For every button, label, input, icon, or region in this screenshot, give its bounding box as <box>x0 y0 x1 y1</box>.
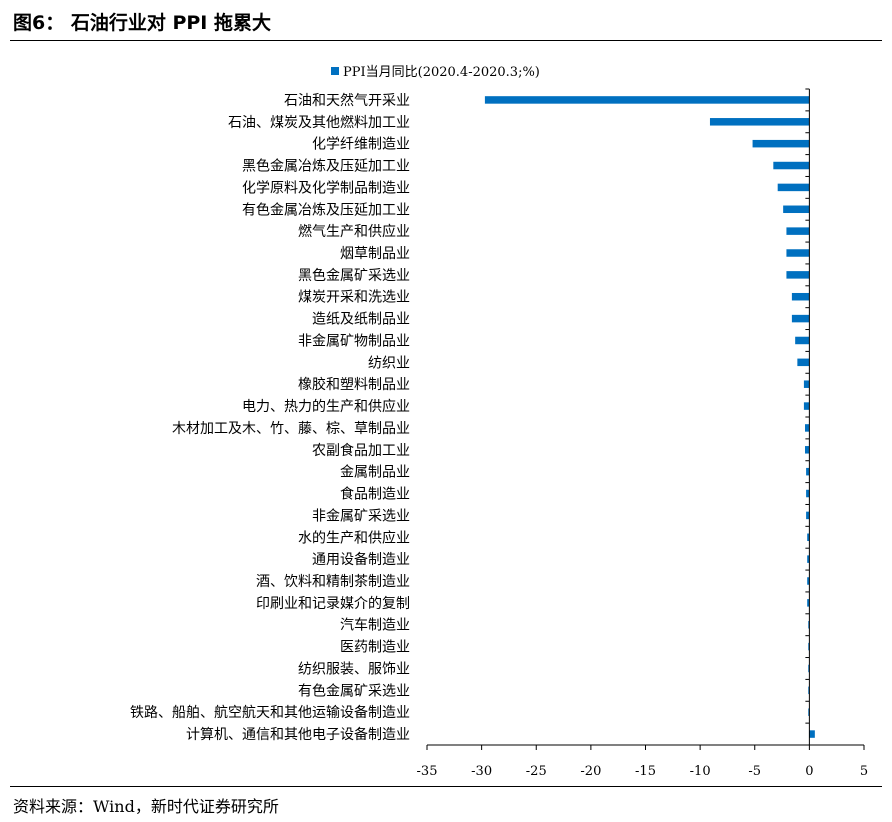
category-label: 汽车制造业 <box>340 617 410 634</box>
figure-title: 图6： 石油行业对 PPI 拖累大 <box>13 12 271 34</box>
category-label: 有色金属冶炼及压延加工业 <box>242 201 410 218</box>
category-label: 非金属矿采选业 <box>312 508 410 524</box>
bar <box>809 730 815 738</box>
category-label: 纺织服装、服饰业 <box>298 661 410 677</box>
category-label: 食品制造业 <box>340 486 410 503</box>
bar <box>806 511 810 520</box>
bar <box>484 96 810 104</box>
bar <box>786 271 810 279</box>
category-label: 黑色金属冶炼及压延加工业 <box>242 158 410 175</box>
category-label: 煤炭开采和洗选业 <box>298 290 410 306</box>
bar <box>806 489 810 498</box>
value-tick-label: 0 <box>805 764 813 779</box>
category-label: 酒、饮料和精制茶制造业 <box>256 574 410 590</box>
bar <box>752 139 810 148</box>
bar <box>808 664 810 673</box>
bar <box>777 183 810 192</box>
legend-label: PPI当月同比(2020.4-2020.3;%) <box>343 65 540 80</box>
category-label: 有色金属矿采选业 <box>298 682 410 699</box>
bar <box>808 686 810 695</box>
category-label: 计算机、通信和其他电子设备制造业 <box>186 726 410 743</box>
category-label: 印刷业和记录媒介的复制 <box>256 595 410 612</box>
category-label: 通用设备制造业 <box>312 551 410 568</box>
bar <box>803 380 810 388</box>
category-label: 橡胶和塑料制品业 <box>298 376 410 393</box>
category-label: 医药制造业 <box>340 640 410 656</box>
category-label: 铁路、船舶、航空航天和其他运输设备制造业 <box>130 704 410 721</box>
category-label: 化学纤维制造业 <box>312 137 410 153</box>
category-label: 黑色金属矿采选业 <box>298 267 410 284</box>
source-note: 资料来源：Wind，新时代证券研究所 <box>13 797 279 816</box>
value-tick-label: 5 <box>860 764 868 779</box>
bar <box>807 577 810 585</box>
value-tick-label: -25 <box>526 764 547 779</box>
bar <box>808 620 810 629</box>
category-label: 石油、煤炭及其他燃料加工业 <box>228 114 410 131</box>
bar <box>806 467 810 476</box>
value-tick-label: -35 <box>417 764 438 779</box>
bar <box>791 292 810 301</box>
value-tick-label: -10 <box>690 764 711 779</box>
category-label: 烟草制品业 <box>340 246 410 262</box>
bar <box>805 446 810 454</box>
title-divider <box>10 40 882 41</box>
bar <box>797 358 810 367</box>
category-label: 农副食品加工业 <box>312 442 410 459</box>
category-label: 纺织业 <box>368 355 410 371</box>
value-tick-label: -5 <box>748 764 761 779</box>
bar <box>808 708 810 716</box>
category-label: 金属制品业 <box>340 465 410 481</box>
bar <box>791 314 810 323</box>
legend-swatch <box>331 67 339 75</box>
bar <box>803 402 810 410</box>
category-label: 化学原料及化学制品制造业 <box>242 180 410 196</box>
bar <box>807 533 810 542</box>
bar <box>795 336 810 345</box>
category-label: 造纸及纸制品业 <box>312 312 410 328</box>
category-label: 木材加工及木、竹、藤、棕、草制品业 <box>172 421 410 437</box>
category-label: 石油和天然气开采业 <box>284 92 410 109</box>
bar <box>805 424 810 432</box>
bar <box>786 227 810 235</box>
bar <box>773 161 810 170</box>
bar <box>709 118 810 126</box>
value-tick-label: -20 <box>580 764 601 779</box>
bar <box>786 249 810 257</box>
source-divider <box>10 786 882 787</box>
category-label: 燃气生产和供应业 <box>298 223 410 240</box>
value-tick-label: -30 <box>471 764 492 779</box>
bar <box>807 555 810 563</box>
category-label: 电力、热力的生产和供应业 <box>242 398 410 415</box>
bar <box>808 642 810 651</box>
bar <box>807 599 810 607</box>
value-tick-label: -15 <box>635 764 656 779</box>
bar <box>783 205 810 214</box>
category-label: 水的生产和供应业 <box>298 529 410 546</box>
category-label: 非金属矿物制品业 <box>298 333 410 349</box>
